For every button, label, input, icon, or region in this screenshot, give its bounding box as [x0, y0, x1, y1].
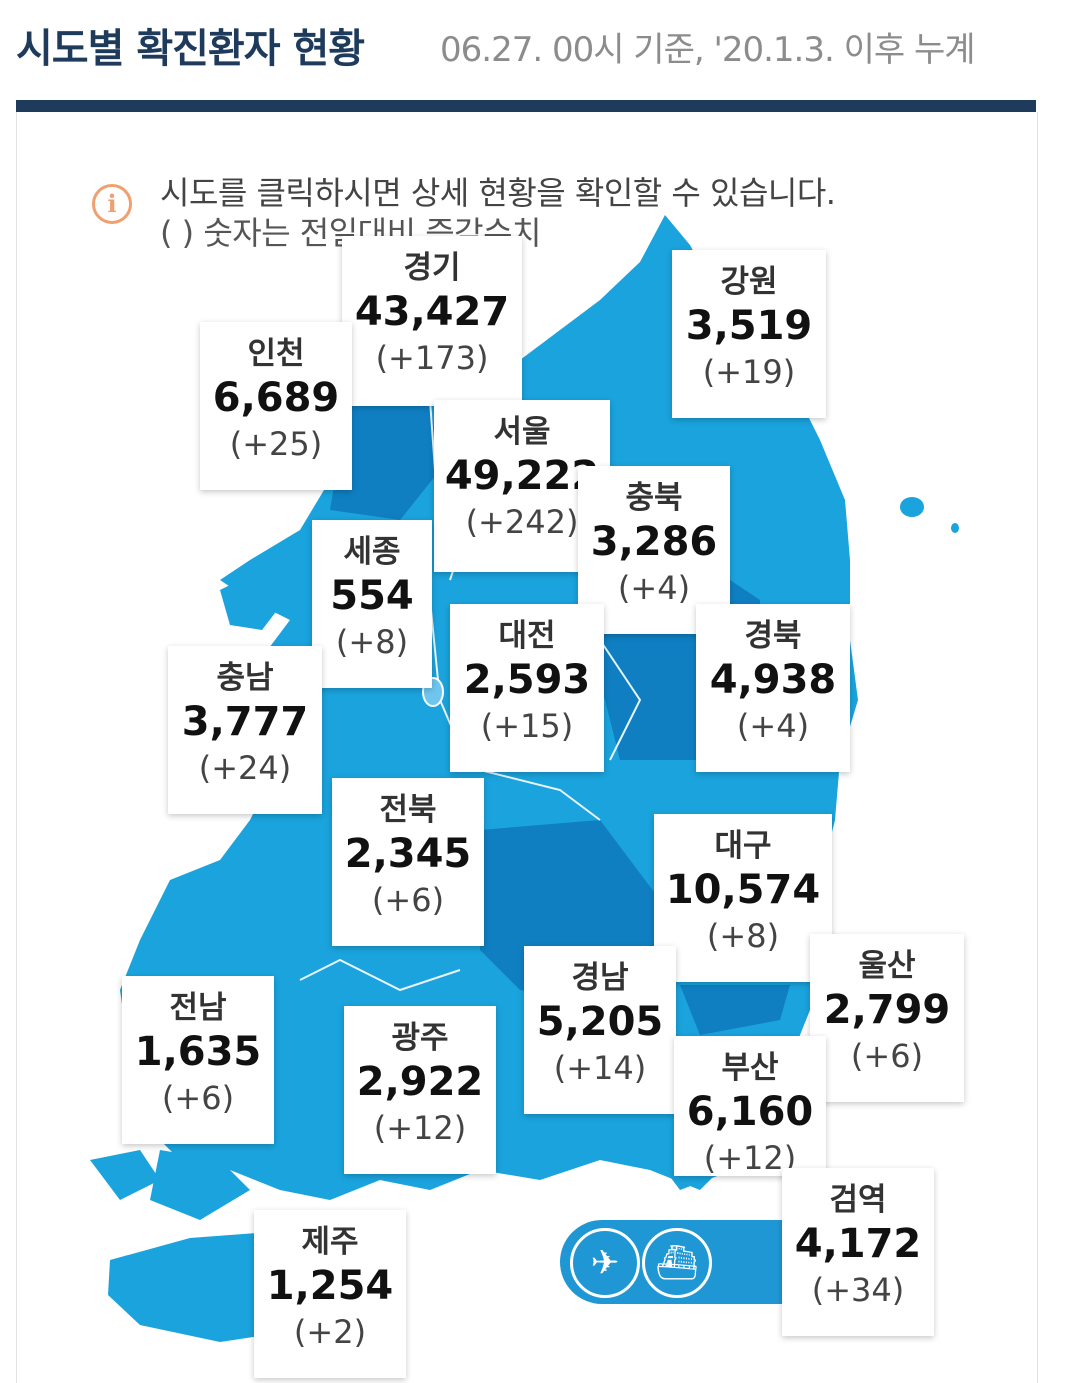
region-delta: (+34) [811, 1271, 905, 1309]
region-name: 광주 [391, 1020, 449, 1056]
west-island-2 [90, 1150, 160, 1200]
region-card-jeju[interactable]: 제주 1,254 (+2) [254, 1210, 406, 1378]
region-total: 43,427 [354, 289, 510, 335]
region-name: 강원 [720, 264, 778, 300]
page-subtitle: 06.27. 00시 기준, '20.1.3. 이후 누계 [440, 30, 976, 70]
region-name: 경북 [744, 618, 802, 654]
region-card-daegu[interactable]: 대구 10,574 (+8) [654, 814, 832, 982]
region-name: 서울 [493, 414, 551, 450]
region-delta: (+6) [161, 1079, 235, 1117]
region-delta: (+173) [375, 339, 489, 377]
region-delta: (+24) [198, 749, 292, 787]
region-name: 인천 [247, 336, 305, 372]
region-delta: (+25) [229, 425, 323, 463]
region-total: 1,254 [266, 1263, 394, 1309]
region-delta: (+2) [293, 1313, 367, 1351]
region-card-gyeongbuk[interactable]: 경북 4,938 (+4) [696, 604, 850, 772]
region-total: 4,938 [709, 657, 837, 703]
region-name: 충북 [625, 480, 683, 516]
region-name: 전남 [169, 990, 227, 1026]
region-total: 10,574 [665, 867, 821, 913]
region-delta: (+8) [335, 623, 409, 661]
region-total: 6,160 [686, 1089, 814, 1135]
region-card-quarantine[interactable]: 검역 4,172 (+34) [782, 1168, 934, 1336]
region-total: 6,689 [212, 375, 340, 421]
notice-text: 시도를 클릭하시면 상세 현황을 확인할 수 있습니다. [160, 174, 836, 212]
region-total: 1,635 [134, 1029, 262, 1075]
region-card-gwangju[interactable]: 광주 2,922 (+12) [344, 1006, 496, 1174]
region-total: 3,286 [590, 519, 718, 565]
region-name: 경기 [403, 250, 461, 286]
region-name: 대전 [498, 618, 556, 654]
page-title: 시도별 확진환자 현황 [16, 26, 365, 72]
region-card-daejeon[interactable]: 대전 2,593 (+15) [450, 604, 604, 772]
busan-region [680, 985, 790, 1035]
dokdo-island [951, 523, 959, 533]
region-total: 554 [330, 573, 414, 619]
region-card-busan[interactable]: 부산 6,160 (+12) [674, 1036, 826, 1176]
ulleungdo-island [900, 497, 924, 517]
region-card-chungnam[interactable]: 충남 3,777 (+24) [168, 646, 322, 814]
region-name: 충남 [216, 660, 274, 696]
info-icon: i [92, 184, 132, 224]
region-card-gyeongnam[interactable]: 경남 5,205 (+14) [524, 946, 676, 1114]
region-delta: (+242) [465, 503, 579, 541]
region-total: 5,205 [536, 999, 664, 1045]
region-card-seoul[interactable]: 서울 49,222 (+242) [434, 400, 610, 572]
southwest-islands [150, 1150, 250, 1220]
region-total: 3,777 [181, 699, 309, 745]
region-total: 2,922 [356, 1059, 484, 1105]
region-total: 2,593 [463, 657, 591, 703]
region-delta: (+12) [703, 1139, 797, 1176]
region-total: 49,222 [444, 453, 600, 499]
header-divider [16, 100, 1036, 112]
region-delta: (+4) [736, 707, 810, 745]
airplane-icon: ✈ [570, 1228, 640, 1298]
region-card-sejong[interactable]: 세종 554 (+8) [312, 520, 432, 688]
west-island-1 [220, 570, 285, 630]
region-total: 3,519 [685, 303, 813, 349]
region-card-ulsan[interactable]: 울산 2,799 (+6) [810, 934, 964, 1102]
region-delta: (+6) [371, 881, 445, 919]
region-delta: (+15) [480, 707, 574, 745]
region-delta: (+12) [373, 1109, 467, 1147]
region-name: 전북 [379, 792, 437, 828]
region-name: 울산 [858, 948, 916, 984]
region-name: 세종 [343, 534, 401, 570]
seoul-gyeonggi-region [330, 400, 440, 520]
region-card-jeonnam[interactable]: 전남 1,635 (+6) [122, 976, 274, 1144]
region-name: 제주 [301, 1224, 359, 1260]
quarantine-transport-pill[interactable]: ✈ ⛴ [560, 1220, 790, 1304]
region-total: 4,172 [794, 1221, 922, 1267]
region-delta: (+14) [553, 1049, 647, 1087]
region-delta: (+19) [702, 353, 796, 391]
region-card-incheon[interactable]: 인천 6,689 (+25) [200, 322, 352, 490]
region-card-gangwon[interactable]: 강원 3,519 (+19) [672, 250, 826, 418]
region-name: 경남 [571, 960, 629, 996]
region-total: 2,799 [823, 987, 951, 1033]
ship-icon: ⛴ [642, 1228, 712, 1298]
region-card-gyeonggi[interactable]: 경기 43,427 (+173) [342, 236, 522, 406]
region-name: 검역 [829, 1182, 887, 1218]
region-total: 2,345 [344, 831, 472, 877]
region-card-jeonbuk[interactable]: 전북 2,345 (+6) [332, 778, 484, 946]
region-name: 대구 [714, 828, 772, 864]
region-delta: (+4) [617, 569, 691, 607]
region-delta: (+6) [850, 1037, 924, 1075]
region-name: 부산 [721, 1050, 779, 1086]
page-header: 시도별 확진환자 현황 06.27. 00시 기준, '20.1.3. 이후 누… [0, 0, 1080, 100]
region-delta: (+8) [706, 917, 780, 955]
